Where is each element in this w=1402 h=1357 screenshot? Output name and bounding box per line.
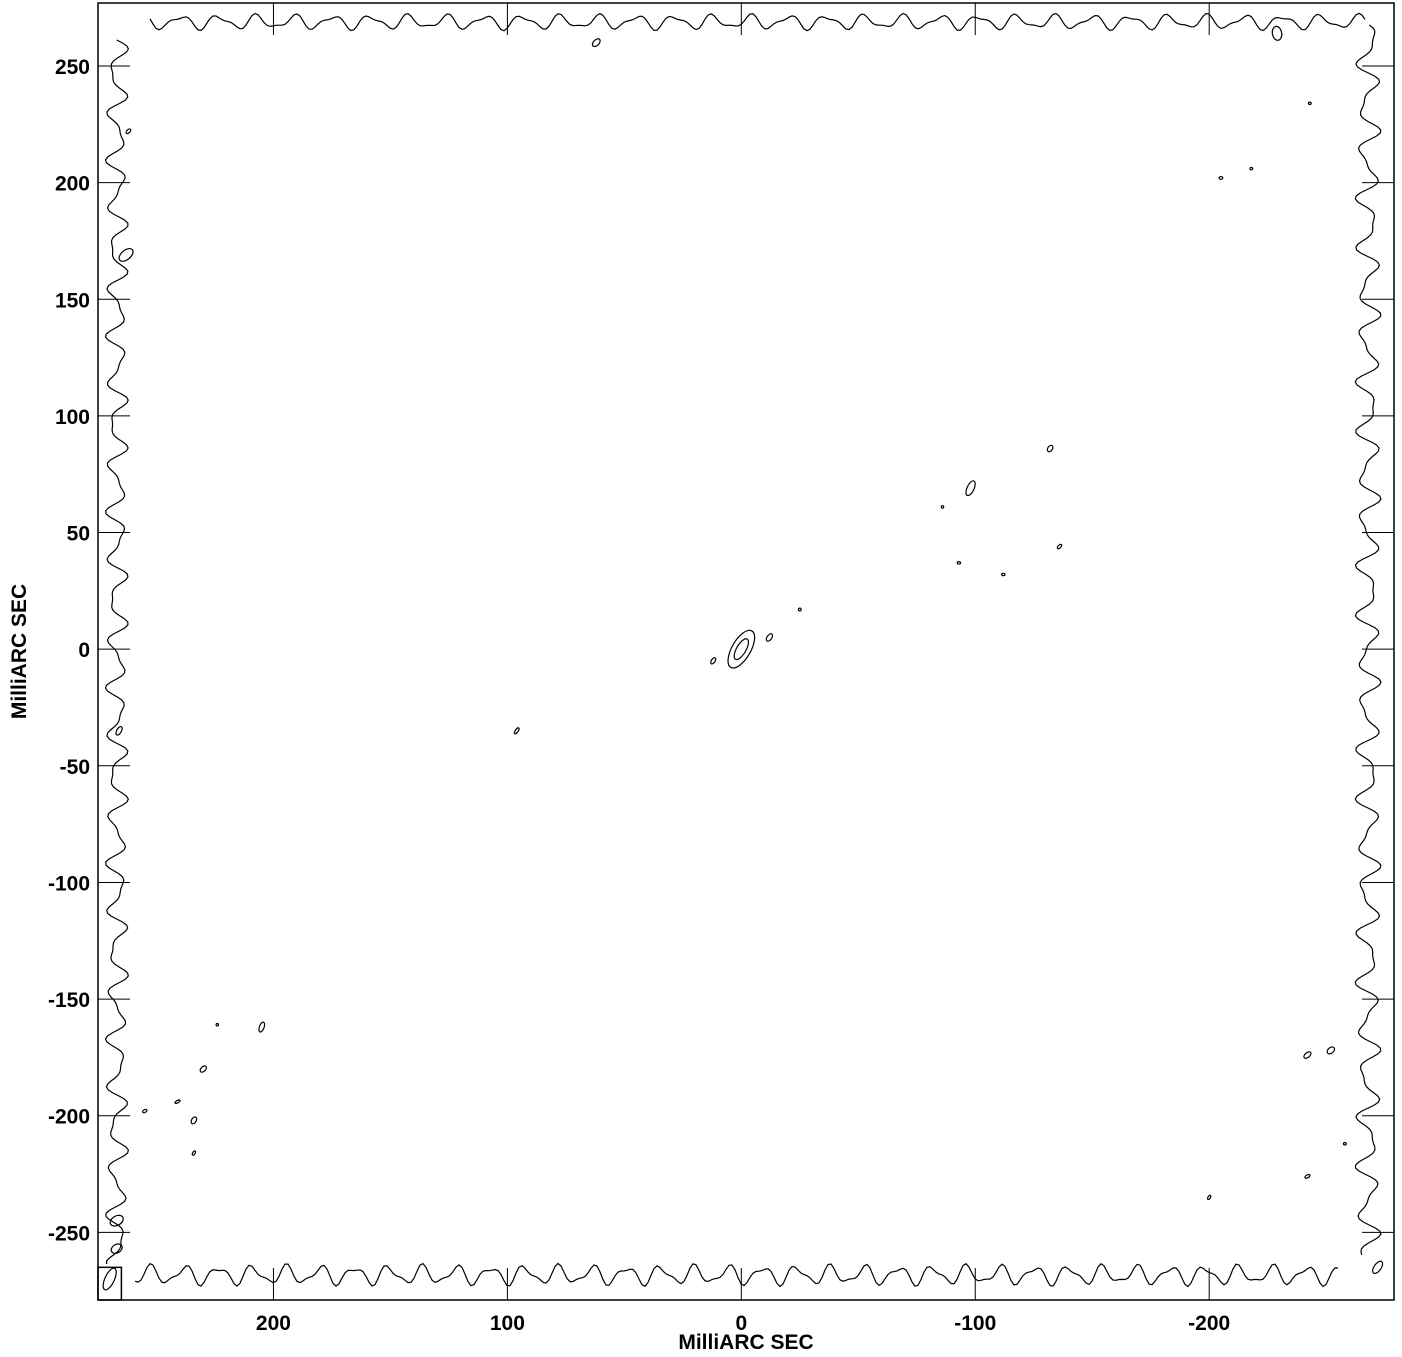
x-tick-label: -200 (1188, 1312, 1230, 1335)
axis-ticks (98, 3, 1394, 1300)
contour-blob (1218, 175, 1224, 180)
contour-blob (1303, 1051, 1312, 1059)
contour-blob (1326, 1046, 1336, 1055)
contour-blob (258, 1021, 266, 1033)
y-tick-label: 150 (55, 289, 90, 312)
x-tick-label: 100 (490, 1312, 525, 1335)
x-tick-label: 0 (735, 1312, 747, 1335)
y-tick-label: 100 (55, 406, 90, 429)
contour-blob (191, 1150, 197, 1156)
contour-blob (125, 128, 132, 135)
contour-blob (142, 1108, 148, 1114)
source-contours (97, 25, 1384, 1301)
y-tick-label: -200 (48, 1106, 90, 1129)
y-tick-label: -50 (60, 756, 90, 779)
y-tick-label: 0 (78, 639, 90, 662)
contour-blob (1342, 1141, 1347, 1146)
contour-blob (1304, 1173, 1311, 1179)
contour-blob (710, 657, 717, 665)
contour-blob (765, 633, 774, 642)
x-tick-label: -100 (954, 1312, 996, 1335)
y-tick-label: -250 (48, 1222, 90, 1245)
contour-blob (1001, 572, 1006, 577)
contour-blob (797, 607, 802, 612)
contour-blob (190, 1116, 198, 1125)
y-axis-label: MilliARC SEC (8, 584, 31, 719)
contour-core-outer (727, 629, 756, 669)
y-tick-label: 50 (67, 523, 90, 546)
contour-blob (174, 1099, 181, 1105)
edge-contour-top (149, 12, 1366, 32)
plot-frame (97, 2, 1395, 1301)
contour-blob (118, 247, 134, 262)
contour-blob (1046, 444, 1054, 453)
y-tick-label: 250 (55, 56, 90, 79)
contour-blob (199, 1065, 207, 1073)
y-tick-label: -100 (48, 872, 90, 895)
contour-blob (115, 725, 123, 736)
edge-contour-left (104, 39, 130, 1265)
x-tick-label: 200 (256, 1312, 291, 1335)
y-tick-label: -150 (48, 989, 90, 1012)
contour-blob (513, 727, 520, 735)
contour-blob (109, 1214, 124, 1227)
contour-blob (1207, 1194, 1212, 1201)
contour-blob (110, 1243, 123, 1254)
edge-contour-bottom (134, 1262, 1339, 1288)
edge-contour-right (1354, 24, 1382, 1256)
x-axis-label: MilliARC SEC (678, 1331, 813, 1354)
y-tick-label: 200 (55, 173, 90, 196)
tick-labels: 200 100 0 -100 -200 250 200 150 100 50 0 -50 -100 -15… (48, 56, 1230, 1335)
contour-blob (940, 505, 945, 509)
contour-core-inner (733, 638, 750, 661)
contour-blob (1056, 543, 1063, 550)
contour-blob (956, 561, 962, 565)
contour-blob (1372, 1260, 1384, 1275)
contour-blob (1271, 25, 1283, 41)
contour-blob (965, 480, 976, 497)
contour-blob (1307, 101, 1312, 106)
edge-noise-contours (104, 12, 1382, 1288)
contour-blob (1249, 166, 1254, 171)
contour-blob (215, 1022, 220, 1027)
beam-ellipse (102, 1267, 117, 1291)
contour-blob (591, 38, 601, 48)
